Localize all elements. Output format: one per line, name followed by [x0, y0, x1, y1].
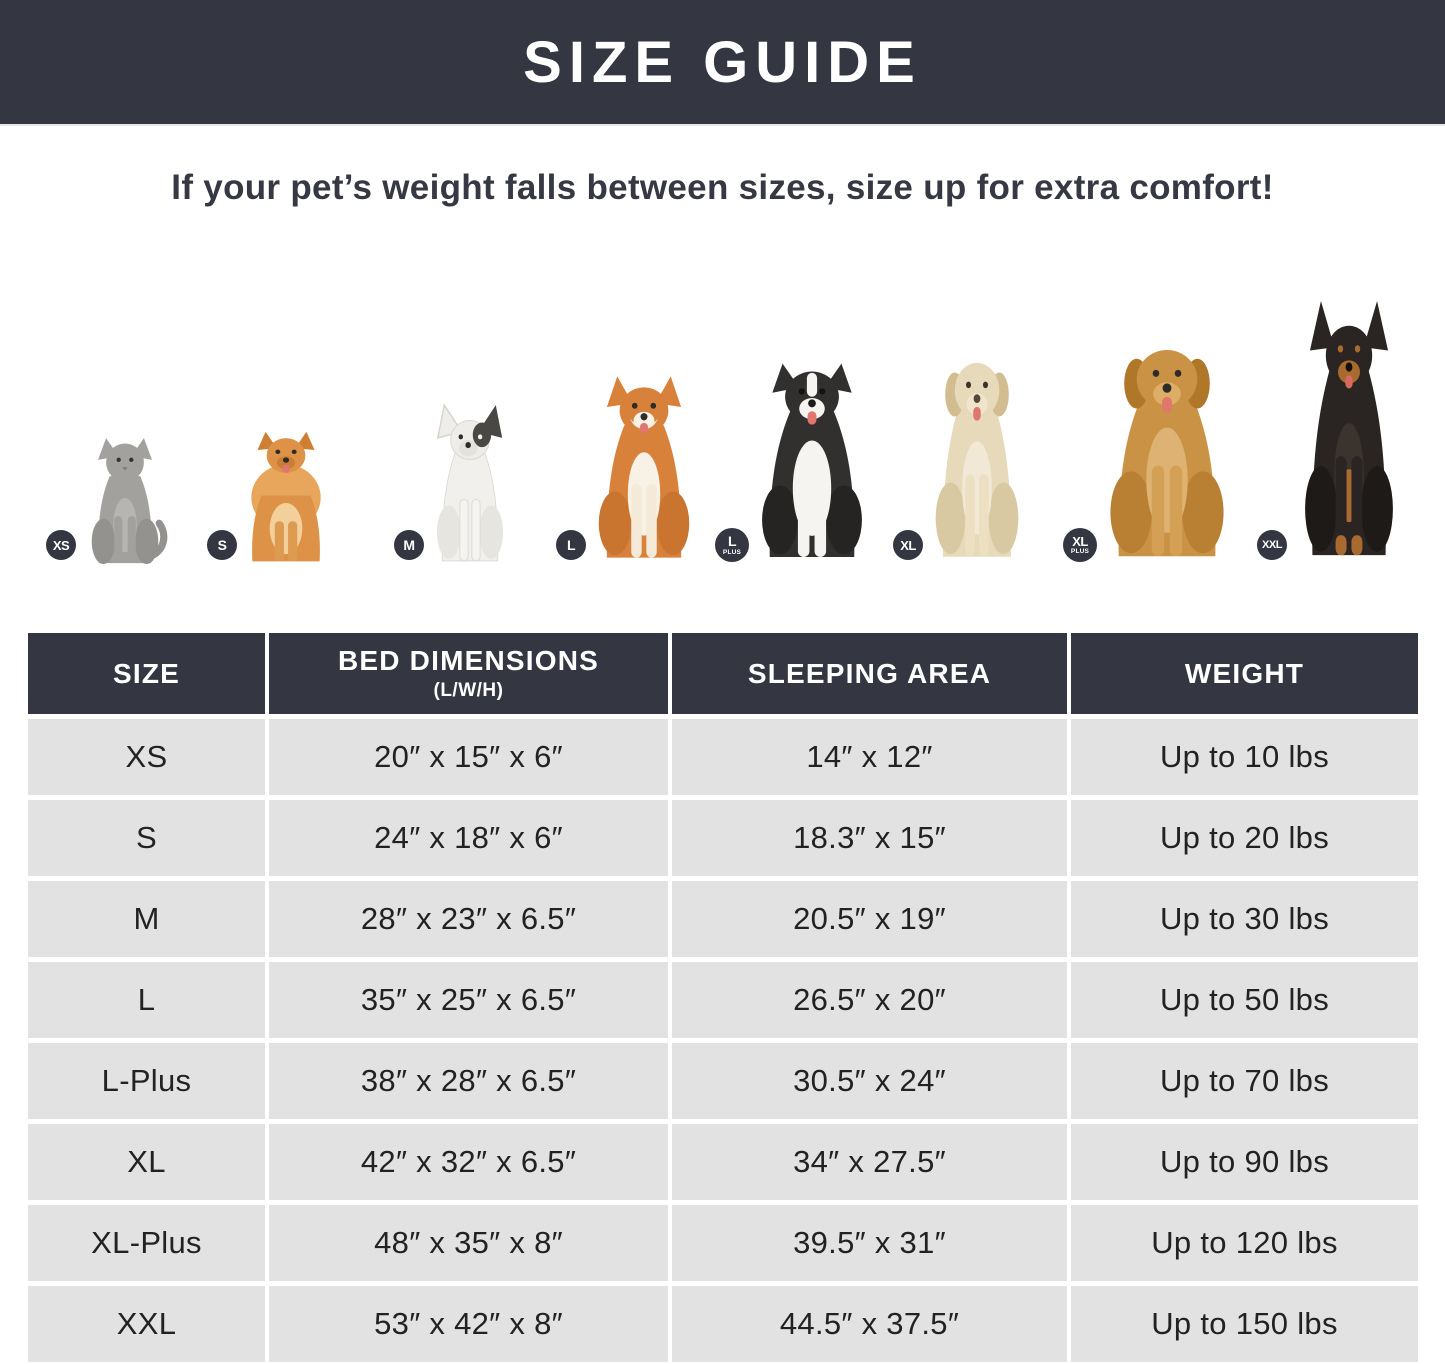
size-badge-l-plus: L PLUS: [715, 528, 749, 562]
page-title: SIZE GUIDE: [523, 29, 922, 95]
pet-group-m: M: [394, 397, 518, 565]
cell-size: L: [28, 962, 265, 1038]
cell-bed-dimensions: 42″ x 32″ x 6.5″: [269, 1124, 668, 1200]
labrador-image: [935, 362, 1019, 557]
cell-bed-dimensions: 28″ x 23″ x 6.5″: [269, 881, 668, 957]
column-header-label: WEIGHT: [1184, 657, 1305, 689]
cell-weight: Up to 20 lbs: [1071, 800, 1418, 876]
cell-sleeping-area: 20.5″ x 19″: [672, 881, 1067, 957]
cell-sleeping-area: 14″ x 12″: [672, 719, 1067, 795]
golden-retriever-image: [1110, 350, 1224, 557]
column-header-sleeping-area: SLEEPING AREA: [672, 633, 1067, 714]
cell-weight: Up to 50 lbs: [1071, 962, 1418, 1038]
size-guide-banner: SIZE GUIDE: [0, 0, 1445, 126]
pet-group-l: L: [556, 365, 704, 565]
column-header-label: BED DIMENSIONS: [337, 645, 600, 676]
cell-sleeping-area: 44.5″ x 37.5″: [672, 1286, 1067, 1362]
size-badge-xxl: XXL: [1257, 530, 1287, 560]
column-header-size: SIZE: [28, 633, 265, 714]
cell-size: XS: [28, 719, 265, 795]
border-collie-image: [762, 363, 862, 558]
pet-group-l-plus: L PLUS: [715, 351, 878, 565]
size-badge-sublabel: PLUS: [1070, 548, 1090, 555]
cell-size: L-Plus: [28, 1043, 265, 1119]
pet-group-xxl: XXL: [1257, 299, 1412, 565]
size-badge-sublabel: PLUS: [722, 548, 742, 556]
cell-size: XXL: [28, 1286, 265, 1362]
size-badge-label: S: [217, 537, 227, 553]
size-badge-xs: XS: [46, 530, 76, 560]
column-header-bed-dimensions: BED DIMENSIONS (L/W/H): [269, 633, 668, 714]
cell-sleeping-area: 26.5″ x 20″: [672, 962, 1067, 1038]
cell-bed-dimensions: 38″ x 28″ x 6.5″: [269, 1043, 668, 1119]
cell-sleeping-area: 39.5″ x 31″: [672, 1205, 1067, 1281]
cell-sleeping-area: 18.3″ x 15″: [672, 800, 1067, 876]
cell-bed-dimensions: 24″ x 18″ x 6″: [269, 800, 668, 876]
cell-weight: Up to 10 lbs: [1071, 719, 1418, 795]
pet-group-s: S: [207, 415, 339, 565]
cat-image: [91, 438, 168, 565]
size-badge-label: XXL: [1262, 538, 1282, 551]
doberman-image: [1305, 301, 1393, 556]
column-header-label: SIZE: [112, 657, 181, 689]
size-badge-label: L: [566, 537, 576, 553]
size-badge-xl: XL: [893, 530, 923, 560]
cell-bed-dimensions: 53″ x 42″ x 8″: [269, 1286, 668, 1362]
pomeranian-image: [251, 431, 321, 562]
cell-size: XL-Plus: [28, 1205, 265, 1281]
column-header-weight: WEIGHT: [1071, 633, 1418, 714]
size-table: SIZE BED DIMENSIONS (L/W/H) SLEEPING ARE…: [28, 633, 1418, 1362]
cell-size: XL: [28, 1124, 265, 1200]
cell-bed-dimensions: 20″ x 15″ x 6″: [269, 719, 668, 795]
cell-weight: Up to 150 lbs: [1071, 1286, 1418, 1362]
column-header-sublabel: (L/W/H): [433, 680, 504, 701]
size-badge-label: XS: [52, 537, 70, 553]
size-badge-label: XL: [1072, 533, 1088, 549]
cell-bed-dimensions: 48″ x 35″ x 8″: [269, 1205, 668, 1281]
french-bulldog-image: [436, 403, 504, 562]
cell-weight: Up to 30 lbs: [1071, 881, 1418, 957]
cell-weight: Up to 120 lbs: [1071, 1205, 1418, 1281]
column-header-label: SLEEPING AREA: [747, 657, 992, 689]
pet-group-xl: XL: [893, 343, 1032, 565]
size-badge-label: L: [727, 533, 737, 549]
size-badge-label: M: [403, 537, 415, 553]
size-badge-xl-plus: XL PLUS: [1063, 528, 1097, 562]
cell-bed-dimensions: 35″ x 25″ x 6.5″: [269, 962, 668, 1038]
shiba-inu-image: [598, 376, 690, 558]
cell-sleeping-area: 34″ x 27.5″: [672, 1124, 1067, 1200]
pet-size-lineup: XS S: [0, 270, 1445, 565]
cell-weight: Up to 90 lbs: [1071, 1124, 1418, 1200]
cell-size: M: [28, 881, 265, 957]
cell-weight: Up to 70 lbs: [1071, 1043, 1418, 1119]
cell-sleeping-area: 30.5″ x 24″: [672, 1043, 1067, 1119]
size-note: If your pet’s weight falls between sizes…: [171, 168, 1274, 207]
pet-group-xl-plus: XL PLUS: [1063, 329, 1238, 565]
size-badge-m: M: [394, 530, 424, 560]
size-badge-l: L: [556, 530, 586, 560]
size-badge-label: XL: [900, 537, 916, 553]
cell-size: S: [28, 800, 265, 876]
size-badge-s: S: [207, 530, 237, 560]
pet-group-xs: XS: [46, 425, 174, 565]
